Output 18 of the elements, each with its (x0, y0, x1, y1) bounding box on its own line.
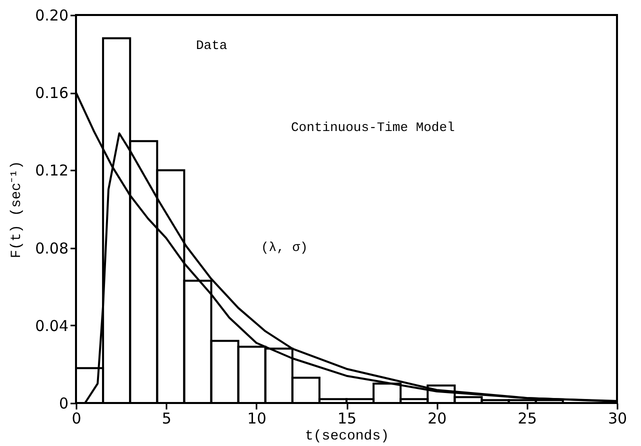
y-tick-label: 0 (58, 394, 68, 412)
y-axis-title: F(t) (sec⁻¹) (9, 160, 26, 258)
annotation: (λ, σ) (261, 240, 308, 255)
x-tick-label: 0 (72, 410, 82, 428)
x-tick-label: 25 (518, 410, 537, 428)
x-tick-label: 30 (608, 410, 628, 428)
x-tick-label: 10 (247, 410, 266, 428)
y-tick-label: 0.04 (35, 316, 68, 335)
x-tick-label: 20 (428, 410, 447, 428)
x-tick-label: 5 (162, 410, 172, 428)
annotation: Data (196, 38, 228, 53)
annotation: Continuous-Time Model (291, 120, 456, 135)
y-tick-label: 0.16 (35, 84, 68, 102)
y-tick-label: 0.12 (35, 162, 68, 180)
y-tick-label: 0.20 (35, 6, 68, 24)
y-tick-label: 0.08 (35, 239, 68, 258)
x-axis-title: t(seconds) (304, 428, 390, 444)
x-tick-label: 15 (337, 410, 357, 428)
